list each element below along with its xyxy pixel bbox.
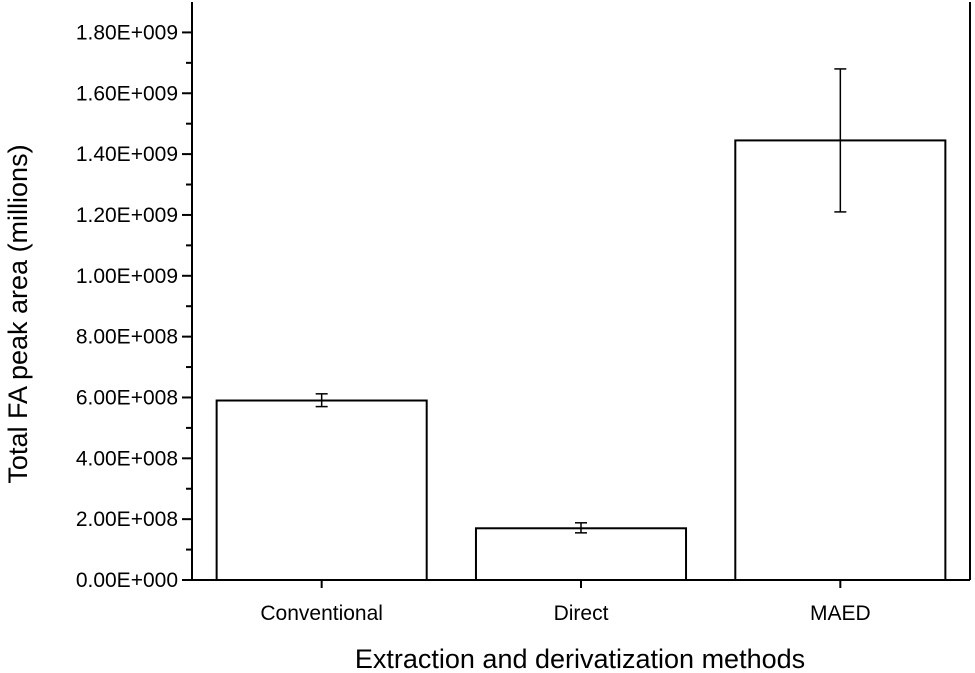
y-tick-label: 6.00E+008 xyxy=(76,386,178,409)
error-bars-layer xyxy=(315,68,847,534)
x-tick-label: MAED xyxy=(810,602,871,625)
x-ticks-layer: Conventional Direct MAED xyxy=(260,580,871,625)
bar-direct xyxy=(474,527,688,582)
y-tick-label: 1.60E+009 xyxy=(76,82,178,105)
y-axis-title: Total FA peak area (millions) xyxy=(3,144,33,483)
bars-layer xyxy=(215,139,947,582)
y-tick-label: 1.00E+009 xyxy=(76,265,178,288)
x-axis-title: Extraction and derivatization methods xyxy=(355,644,805,673)
y-ticks-layer: 0.00E+000 2.00E+008 4.00E+008 6.00E+008 8.00… xyxy=(76,21,192,592)
y-tick-label: 4.00E+008 xyxy=(76,447,178,470)
bar-conventional xyxy=(215,399,428,581)
y-tick-label: 1.40E+009 xyxy=(76,143,178,166)
bar-maed xyxy=(734,139,947,581)
y-tick-label: 1.20E+009 xyxy=(76,204,178,227)
x-tick-label: Conventional xyxy=(260,602,383,625)
y-tick-label: 8.00E+008 xyxy=(76,326,178,349)
x-tick-label: Direct xyxy=(554,602,609,625)
y-tick-label: 2.00E+008 xyxy=(76,508,178,531)
y-tick-label: 1.80E+009 xyxy=(76,21,178,44)
y-tick-label: 0.00E+000 xyxy=(76,569,178,592)
